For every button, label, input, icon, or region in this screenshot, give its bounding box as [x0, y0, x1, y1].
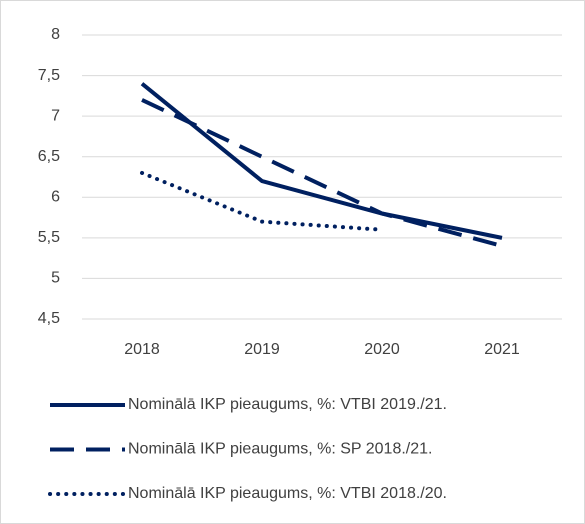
legend-label: Nominālā IKP pieaugums, %: VTBI 2019./21…: [128, 396, 447, 413]
series-line: [141, 98, 503, 248]
y-tick-label: 5: [51, 270, 60, 287]
x-tick-label: 2021: [484, 341, 520, 358]
x-tick-label: 2020: [364, 341, 400, 358]
y-tick-label: 6,5: [38, 148, 60, 165]
legend-label: Nominālā IKP pieaugums, %: SP 2018./21.: [128, 441, 432, 458]
y-tick-label: 7: [51, 107, 60, 124]
x-tick-label: 2019: [244, 341, 280, 358]
y-tick-label: 4,5: [38, 310, 60, 327]
y-tick-label: 7,5: [38, 67, 60, 84]
series-line: [140, 170, 384, 232]
x-tick-label: 2018: [124, 341, 160, 358]
series-line: [140, 82, 503, 240]
y-tick-label: 6: [51, 189, 60, 206]
y-tick-label: 8: [51, 26, 60, 43]
y-tick-label: 5,5: [38, 229, 60, 246]
legend-label: Nominālā IKP pieaugums, %: VTBI 2018./20…: [128, 485, 447, 502]
